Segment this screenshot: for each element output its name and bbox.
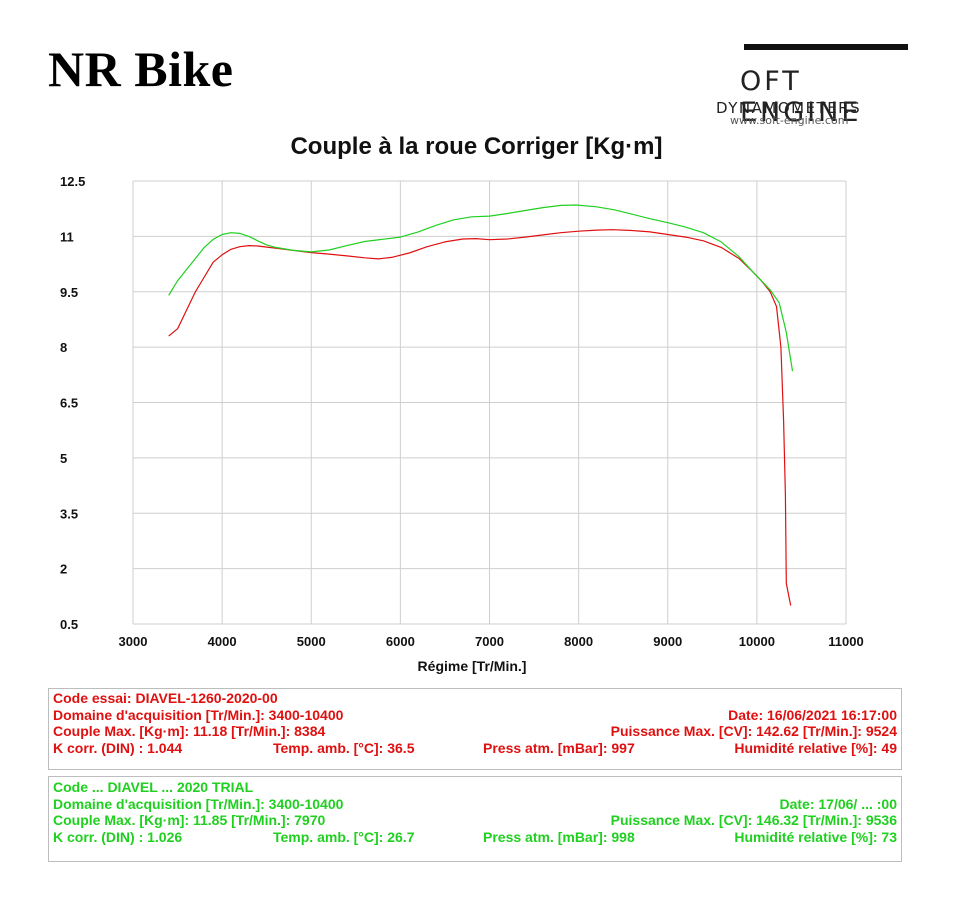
test-info-green: Code ... DIAVEL ... 2020 TRIAL Domaine d… [48,776,902,862]
x-tick-labels: 3000 4000 5000 6000 7000 8000 9000 10000 11000 [119,634,864,649]
temp-amb: Temp. amb. [°C]: 36.5 [273,739,415,756]
chart-series [168,204,794,606]
logo-main-text: OFT ENGINE [740,66,862,128]
humidity: Humidité relative [%]: 73 [734,828,897,845]
y-tick-label: 2 [60,562,67,577]
test-info-red: Code essai: DIAVEL-1260-2020-00 Domaine … [48,688,902,770]
test-date: Date: 16/06/2021 16:17:00 [728,706,897,723]
k-corr: K corr. (DIN) : 1.026 [53,828,183,845]
k-corr: K corr. (DIN) : 1.044 [53,739,183,756]
info-row: Couple Max. [Kg·m]: 11.85 [Tr/Min.]: 797… [53,812,897,829]
max-power: Puissance Max. [CV]: 146.32 [Tr/Min.]: 9… [610,812,897,828]
x-tick-label: 5000 [297,634,326,649]
x-tick-label: 8000 [564,634,593,649]
press-atm: Press atm. [mBar]: 998 [483,828,635,845]
series-line-2 [168,204,794,372]
chart-grid [132,180,847,625]
info-row: Domaine d'acquisition [Tr/Min.]: 3400-10… [53,796,897,813]
y-tick-label: 8 [60,340,67,355]
logo-sub-text: DYNAMOMETERS [716,99,862,117]
logo-bar [744,44,908,50]
x-tick-label: 3000 [119,634,148,649]
y-tick-label: 3.5 [60,506,78,521]
y-tick-label: 11 [60,229,74,244]
x-tick-label: 4000 [208,634,237,649]
y-tick-label: 0.5 [60,617,78,632]
y-tick-label: 9.5 [60,285,78,300]
chart-title: Couple à la roue Corriger [Kg·m] [290,133,663,160]
max-torque: Couple Max. [Kg·m]: 11.85 [Tr/Min.]: 797… [53,812,326,828]
y-tick-label: 12.5 [60,174,85,189]
torque-chart: 12.5 11 9.5 8 6.5 5 3.5 2 0.5 3000 4000 5000 6000 70… [60,174,864,674]
y-tick-label: 5 [60,451,67,466]
test-code: Code ... DIAVEL ... 2020 TRIAL [53,779,254,795]
info-row: Couple Max. [Kg·m]: 11.18 [Tr/Min.]: 838… [53,723,897,740]
acquisition-range: Domaine d'acquisition [Tr/Min.]: 3400-10… [53,795,344,812]
test-date: Date: 17/06/ ... :00 [779,795,897,812]
page-title: NR Bike [48,41,234,97]
info-row: K corr. (DIN) : 1.026 Temp. amb. [°C]: 2… [53,829,897,846]
x-axis-label: Régime [Tr/Min.] [418,658,527,674]
soft-engine-logo: OFT ENGINE DYNAMOMETERS www.soft-engine.… [700,44,910,128]
test-code: Code essai: DIAVEL-1260-2020-00 [53,690,278,706]
press-atm: Press atm. [mBar]: 997 [483,739,635,756]
info-row: K corr. (DIN) : 1.044 Temp. amb. [°C]: 3… [53,740,897,757]
logo-url-text: www.soft-engine.com [730,114,849,127]
info-row: Code essai: DIAVEL-1260-2020-00 [53,690,897,707]
humidity: Humidité relative [%]: 49 [734,739,897,756]
x-tick-label: 7000 [475,634,504,649]
acquisition-range: Domaine d'acquisition [Tr/Min.]: 3400-10… [53,706,344,723]
x-tick-label: 9000 [653,634,682,649]
info-row: Domaine d'acquisition [Tr/Min.]: 3400-10… [53,707,897,724]
temp-amb: Temp. amb. [°C]: 26.7 [273,828,415,845]
x-tick-label: 11000 [828,634,863,649]
y-tick-labels: 12.5 11 9.5 8 6.5 5 3.5 2 0.5 [60,174,85,632]
y-tick-label: 6.5 [60,396,78,411]
max-power: Puissance Max. [CV]: 142.62 [Tr/Min.]: 9… [610,723,897,739]
info-row: Code ... DIAVEL ... 2020 TRIAL [53,779,897,796]
x-tick-label: 6000 [386,634,415,649]
series-line-1 [168,229,792,606]
max-torque: Couple Max. [Kg·m]: 11.18 [Tr/Min.]: 838… [53,723,326,739]
x-tick-label: 10000 [739,634,775,649]
